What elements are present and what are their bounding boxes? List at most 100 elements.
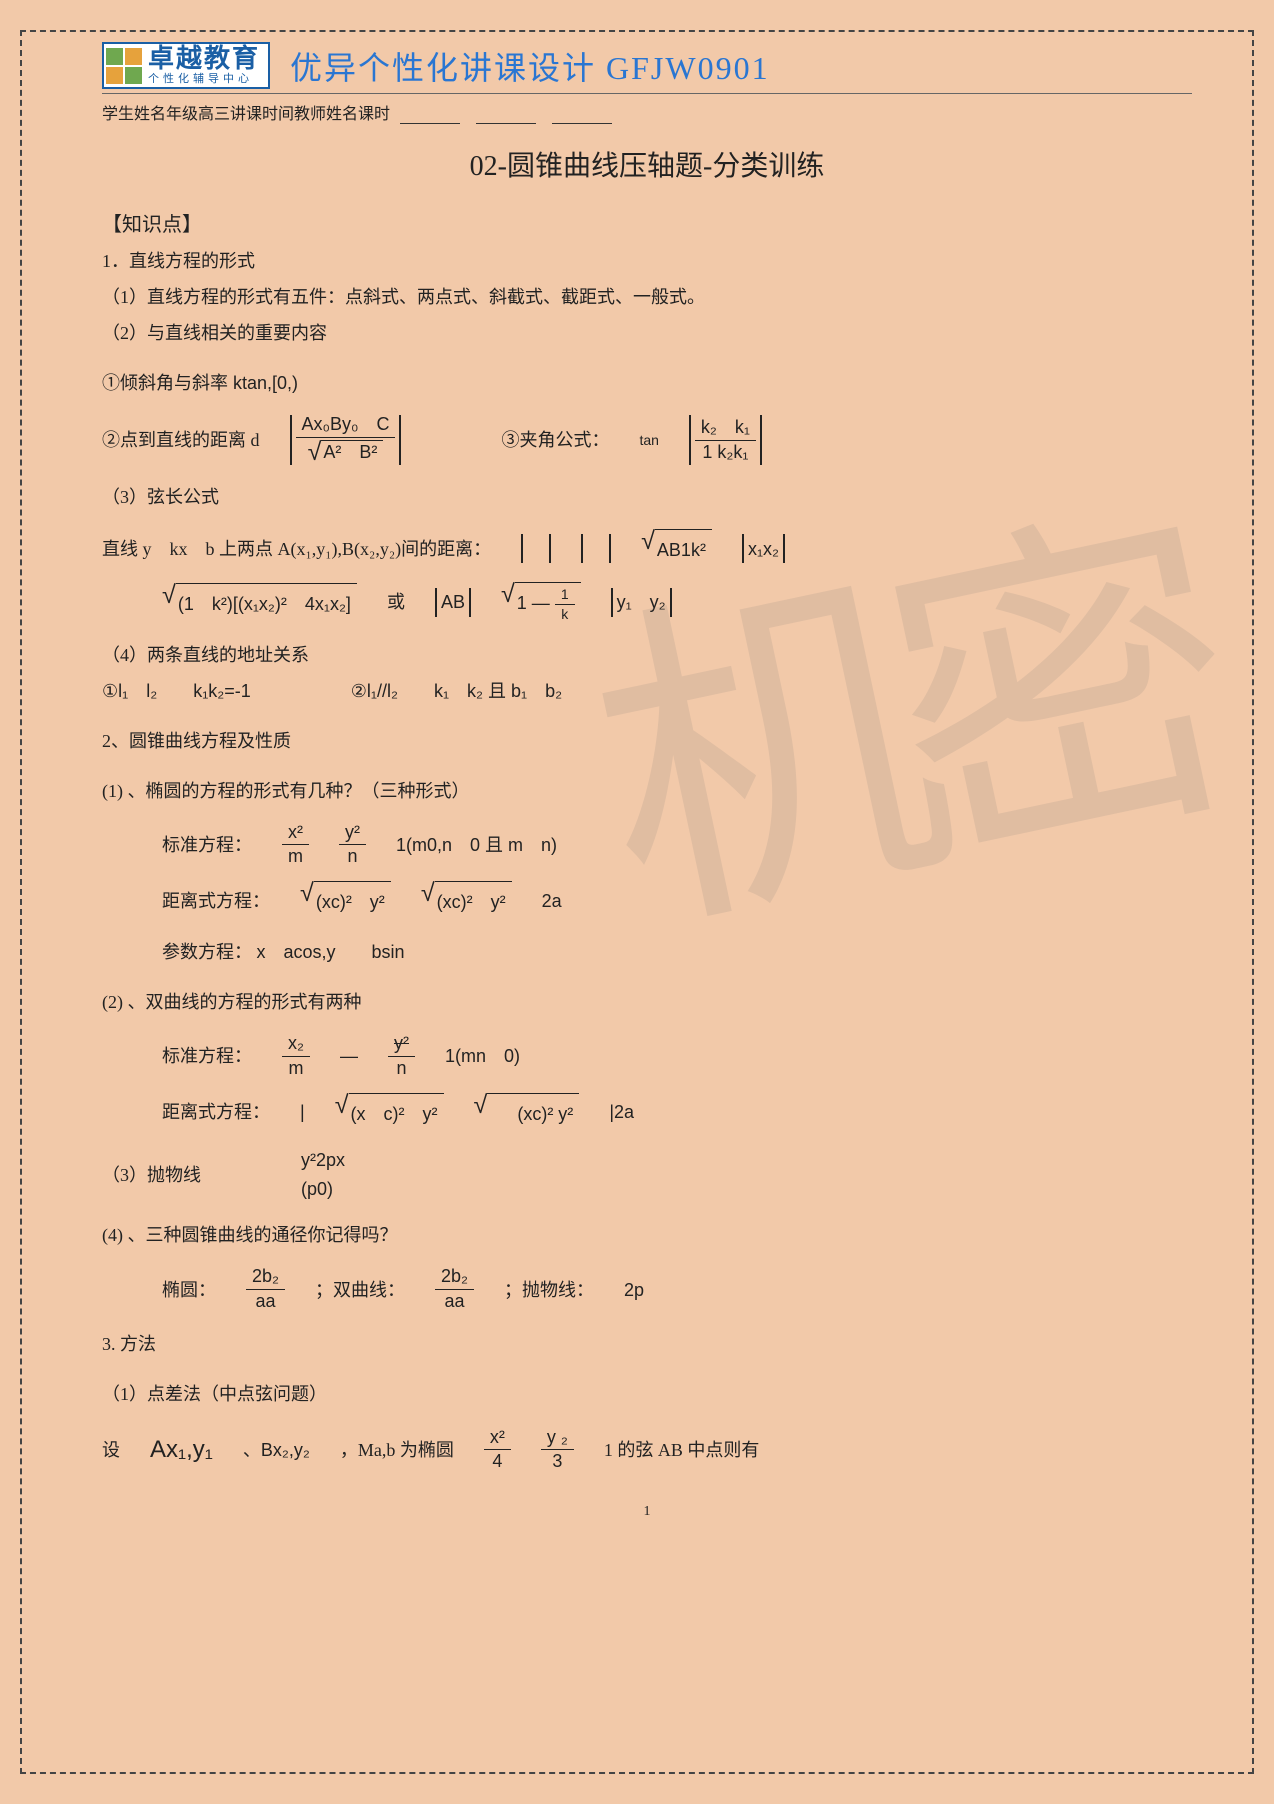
latus-rectum-row: 椭圆： 2b₂ aa ；双曲线： 2b₂ aa ；抛物线： 2p	[102, 1267, 1192, 1312]
frac-num: 2b₂	[246, 1267, 285, 1287]
text-line: (2) 、双曲线的方程的形式有两种	[102, 984, 1192, 1020]
label-angle: ③夹角公式：	[501, 422, 609, 458]
formula-slope: ①倾斜角与斜率 ktan,[0,)	[102, 365, 1192, 401]
frac-den: k	[555, 607, 574, 622]
frac-num: x²	[282, 823, 309, 843]
section-knowledge-head: 【知识点】	[102, 208, 1192, 237]
frac-den: 4	[486, 1452, 508, 1472]
sqrt-body: (xc)² y²	[487, 1093, 579, 1132]
or-label: 或	[387, 584, 405, 620]
sqrt-body: 1 — 1 k	[515, 582, 581, 622]
text-line: （1）直线方程的形式有五件：点斜式、两点式、斜截式、截距式、一般式。	[102, 279, 1192, 315]
text-line: （2）与直线相关的重要内容	[102, 315, 1192, 351]
frac-num: y ₂	[541, 1428, 574, 1448]
student-info-row: 学生姓名年级高三讲课时间教师姓名课时	[102, 100, 1192, 124]
header-rule	[102, 93, 1192, 94]
info-fields: 学生姓名年级高三讲课时间教师姓名课时	[102, 106, 390, 123]
logo-mark-icon	[106, 48, 142, 84]
abs-icon: AB	[435, 588, 471, 617]
frac-num: x²	[484, 1428, 511, 1448]
chord-prefix: 直线 y kx b 上两点 A(x₁,y₁),B(x₂,y₂)间的距离：	[102, 531, 491, 567]
text-line: 1．直线方程的形式	[102, 243, 1192, 279]
frac-num: x₂	[282, 1034, 310, 1054]
rhs: 2a	[542, 883, 562, 919]
sqrt-icon: √(1 k²)[(x₁x₂)² 4x₁x₂]	[162, 583, 357, 622]
frac-den: aa	[439, 1292, 471, 1312]
ellipse-distance-row: 距离式方程： √(xc)² y² √(xc)² y² 2a	[102, 881, 1192, 920]
rhs: |2a	[609, 1094, 634, 1130]
blank-field	[400, 108, 460, 124]
rhs: 1(m0,n 0 且 m n)	[396, 827, 557, 863]
text-line: （1）点差法（中点弦问题）	[102, 1376, 1192, 1412]
label: 距离式方程：	[162, 883, 270, 919]
frac-num: Ax₀By₀ C	[296, 415, 396, 435]
text-line: (4) 、三种圆锥曲线的通径你记得吗？	[102, 1217, 1192, 1253]
hyperbola-standard-row: 标准方程： x₂ m — y² n 1(mn 0)	[102, 1034, 1192, 1079]
section2-head: 2、圆锥曲线方程及性质	[102, 723, 1192, 759]
point-B: 、Bx₂,y₂	[243, 1432, 310, 1468]
sqrt-body: (xc)² y²	[314, 881, 391, 920]
logo-brand-sub: 个性化辅导中心	[148, 74, 260, 85]
sqrt-icon: √ 1 — 1 k	[501, 582, 581, 622]
parabola-cond: (p0)	[301, 1175, 345, 1204]
line-relation-row: ①l₁ l₂ k₁k₂=-1 ②l₁//l₂ k₁ k₂ 且 b₁ b₂	[102, 673, 1192, 709]
parabola-eq: y²2px	[301, 1146, 345, 1175]
abs-icon	[521, 534, 551, 563]
section3-head: 3. 方法	[102, 1326, 1192, 1362]
label-parabola: ；抛物线：	[504, 1272, 594, 1308]
frac-num: 2b₂	[435, 1267, 474, 1287]
tan-label: tan	[639, 426, 658, 454]
parabola-latus: 2p	[624, 1272, 644, 1308]
param-body: x acos,y bsin	[257, 942, 405, 962]
document-title: 02-圆锥曲线压轴题-分类训练	[102, 144, 1192, 184]
abs-icon: x₁x₂	[742, 534, 785, 563]
set-prefix: 设	[102, 1432, 120, 1468]
logo-brand-cn: 卓越教育	[148, 46, 260, 72]
sqrt-body: A² B²	[321, 440, 383, 463]
abs-bracket-icon: Ax₀By₀ C √A² B²	[290, 415, 402, 465]
label: （3）抛物线	[102, 1157, 201, 1193]
text-line: (1) 、椭圆的方程的形式有几种？（三种形式）	[102, 773, 1192, 809]
frac-num: y²	[339, 823, 366, 843]
sqrt-body: (1 k²)[(x₁x₂)² 4x₁x₂]	[176, 583, 357, 622]
label: 标准方程：	[162, 827, 252, 863]
chord-formula-row1: 直线 y kx b 上两点 A(x₁,y₁),B(x₂,y₂)间的距离： √AB…	[102, 529, 1192, 568]
ellipse-param-row: 参数方程： x acos,y bsin	[102, 934, 1192, 970]
abs-icon	[581, 534, 611, 563]
frac-den: m	[282, 847, 309, 867]
text-line: （4）两条直线的地址关系	[102, 637, 1192, 673]
frac-den: n	[341, 847, 363, 867]
midpoint-setup-row: 设 Ax₁,y₁ 、Bx₂,y₂ ，Ma,b 为椭圆 x² 4 y ₂ 3 1 …	[102, 1426, 1192, 1474]
abs-open: |	[300, 1094, 305, 1130]
frac-den: n	[390, 1059, 412, 1079]
ellipse-standard-row: 标准方程： x² m y² n 1(m0,n 0 且 m n)	[102, 823, 1192, 868]
blank-field	[476, 108, 536, 124]
label-distance: ②点到直线的距离 d	[102, 422, 260, 458]
header: 卓越教育 个性化辅导中心 优异个性化讲课设计 GFJW0901	[102, 42, 1192, 89]
chord-formula-row2: √(1 k²)[(x₁x₂)² 4x₁x₂] 或 AB √ 1 — 1 k y₁…	[102, 582, 1192, 622]
sqrt-icon: √AB1k²	[641, 529, 712, 568]
frac-den: 3	[546, 1452, 568, 1472]
rhs: 1 的弦 AB 中点则有	[604, 1432, 760, 1468]
rhs: 1(mn 0)	[445, 1038, 520, 1074]
frac-num: y²	[388, 1034, 415, 1054]
frac-num: 1	[555, 587, 575, 602]
sqrt-body: (xc)² y²	[435, 881, 512, 920]
mid-text: ，Ma,b 为椭圆	[340, 1432, 454, 1468]
hyperbola-distance-row: 距离式方程： | √(x c)² y² √(xc)² y² |2a	[102, 1093, 1192, 1132]
label: 距离式方程：	[162, 1094, 270, 1130]
abs-icon: y₁ y₂	[611, 588, 672, 617]
frac-den: m	[283, 1059, 310, 1079]
blank-field	[552, 108, 612, 124]
frac-num: k₂ k₁	[695, 418, 756, 438]
sqrt-body: AB1k²	[655, 529, 712, 568]
label: 标准方程：	[162, 1038, 252, 1074]
sqrt-body: (x c)² y²	[349, 1093, 444, 1132]
frac-den: 1 k₂k₁	[696, 443, 754, 463]
formula-distance-angle-row: ②点到直线的距离 d Ax₀By₀ C √A² B² ③夹角公式： tan k₂…	[102, 415, 1192, 465]
label-ellipse: 椭圆：	[162, 1272, 216, 1308]
page-number: 1	[102, 1504, 1192, 1520]
frac-den: √A² B²	[302, 440, 390, 465]
label: 参数方程：	[162, 942, 252, 962]
text: ①倾斜角与斜率 ktan,[0,)	[102, 373, 298, 393]
